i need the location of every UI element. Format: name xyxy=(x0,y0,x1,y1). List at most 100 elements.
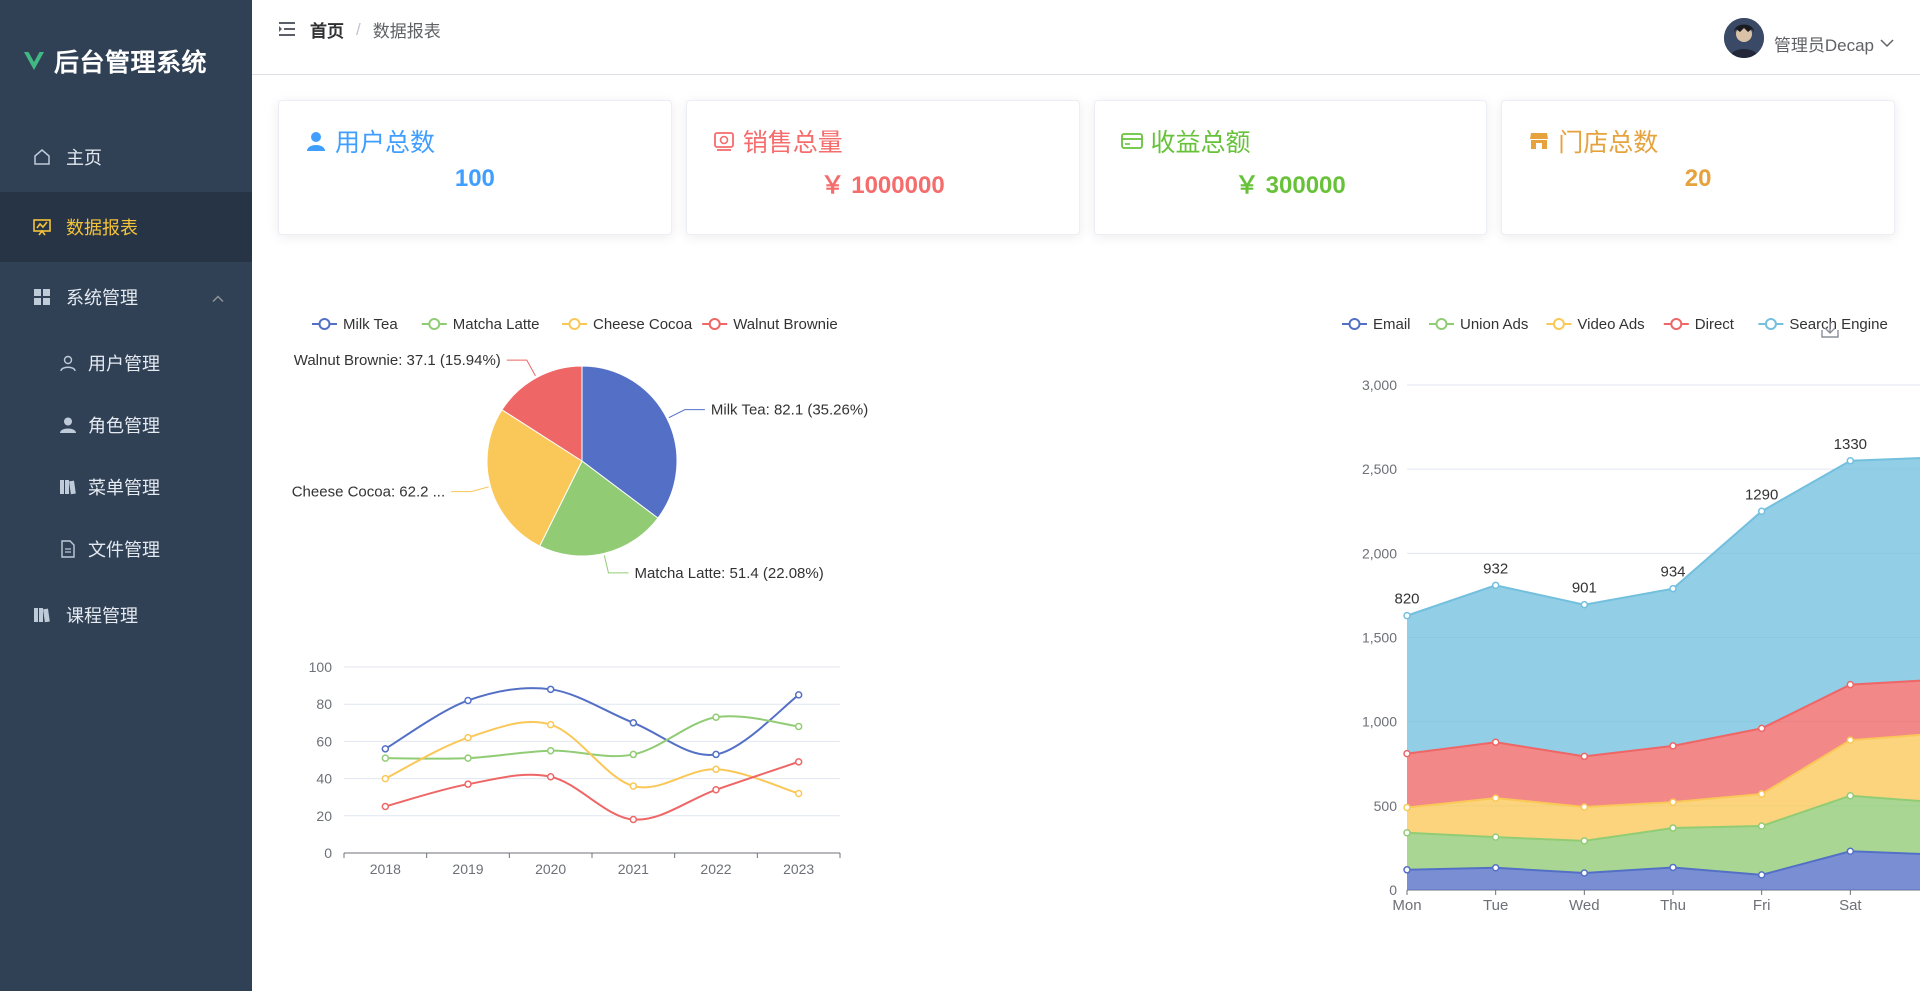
stat-card-value: 20 xyxy=(1684,165,1712,192)
sidebar-item-user-management[interactable]: 用户管理 xyxy=(0,332,252,394)
sidebar-item-menu-management[interactable]: 菜单管理 xyxy=(0,456,252,518)
data-point xyxy=(712,750,720,759)
y-tick-label: 40 xyxy=(316,771,332,787)
legend-item[interactable]: Walnut Brownie xyxy=(702,316,838,333)
shop-icon xyxy=(1528,130,1550,152)
stat-card-title: 销售总量 xyxy=(742,129,843,157)
data-point xyxy=(381,802,390,811)
area-fill xyxy=(1407,458,1920,757)
sidebar-item-label: 菜单管理 xyxy=(88,478,160,498)
area-fill xyxy=(1407,851,1920,890)
legend-item[interactable]: Search Engine xyxy=(1758,316,1888,333)
legend-item[interactable]: Milk Tea xyxy=(312,316,398,333)
x-tick-label: 2019 xyxy=(452,861,483,877)
pie-chart: Milk Tea Matcha Latte Cheese Cocoa Walnut B… xyxy=(292,316,868,582)
sidebar-item-system-management[interactable]: 系统管理 xyxy=(0,262,252,332)
data-point xyxy=(1491,794,1500,802)
y-tick-label: 500 xyxy=(1374,798,1398,814)
pie-label: Matcha Latte: 51.4 (22.08%) xyxy=(634,565,823,582)
home-icon xyxy=(32,147,52,167)
stacked-area-chart: Email Union Ads Video Ads Direct Search Engi… xyxy=(1342,316,1920,914)
stat-card-title: 门店总数 xyxy=(1558,129,1659,157)
data-point xyxy=(1580,837,1589,845)
data-point xyxy=(1403,749,1411,758)
legend-marker xyxy=(1552,318,1565,330)
legend-marker xyxy=(1670,318,1683,330)
sidebar: 后台管理系统 主页 数据报表 系统管理 xyxy=(0,0,252,991)
legend-marker xyxy=(708,318,721,330)
series-line xyxy=(384,687,800,756)
legend-label: Milk Tea xyxy=(343,316,398,333)
data-label: 932 xyxy=(1483,560,1508,577)
breadcrumb-home[interactable]: 首页 xyxy=(310,22,344,41)
sidebar-item-role-management[interactable]: 角色管理 xyxy=(0,394,252,456)
grid-icon xyxy=(32,287,52,307)
series-line xyxy=(385,760,799,821)
pie-label: Cheese Cocoa: 62.2 ... xyxy=(292,484,445,501)
sidebar-item-course-management[interactable]: 课程管理 xyxy=(0,580,252,650)
y-tick-label: 3,000 xyxy=(1362,377,1397,393)
legend-label: Cheese Cocoa xyxy=(593,316,693,333)
data-point xyxy=(1669,863,1677,872)
data-point xyxy=(1846,847,1855,856)
data-label: 1330 xyxy=(1834,436,1867,453)
app-logo[interactable]: 后台管理系统 xyxy=(0,0,252,122)
x-tick-label: 2018 xyxy=(370,861,401,877)
document-icon xyxy=(58,539,78,559)
x-tick-label: Fri xyxy=(1753,897,1771,914)
pie-label-line xyxy=(603,555,629,574)
wallet-icon xyxy=(1120,130,1143,152)
sidebar-item-file-management[interactable]: 文件管理 xyxy=(0,518,252,580)
avatar[interactable] xyxy=(1723,18,1764,58)
legend-item[interactable]: Matcha Latte xyxy=(421,316,540,333)
legend-marker xyxy=(568,318,581,330)
legend-item[interactable]: Cheese Cocoa xyxy=(562,316,693,333)
sidebar-item-label: 用户管理 xyxy=(88,354,160,374)
user-filled-icon xyxy=(58,415,78,435)
data-point xyxy=(1580,600,1589,609)
books-icon xyxy=(32,605,52,625)
data-point xyxy=(546,720,555,729)
legend-item[interactable]: Email xyxy=(1342,316,1411,333)
data-point xyxy=(1580,803,1589,811)
stat-card-value: ￥ 300000 xyxy=(1234,172,1346,199)
user-dropdown[interactable]: 管理员Decap xyxy=(1723,18,1894,58)
breadcrumb: 首页 / 数据报表 xyxy=(310,17,441,42)
data-label: 1290 xyxy=(1745,486,1778,503)
pie-label-line xyxy=(451,486,489,493)
legend-label: Search Engine xyxy=(1789,316,1887,333)
legend-marker xyxy=(428,318,441,330)
data-point xyxy=(629,750,638,759)
data-point xyxy=(546,746,555,755)
series-line xyxy=(385,715,799,760)
sidebar-item-data-report[interactable]: 数据报表 xyxy=(0,192,252,262)
legend-item[interactable]: Union Ads xyxy=(1429,316,1528,333)
fold-menu-icon[interactable] xyxy=(278,20,296,38)
legend-item[interactable]: Video Ads xyxy=(1546,316,1645,333)
data-point xyxy=(1669,584,1677,593)
data-point xyxy=(1403,803,1411,812)
stat-card-users: 用户总数 100 xyxy=(278,100,672,235)
money-icon xyxy=(713,130,735,152)
stat-card-revenue: 收益总额 ￥ 300000 xyxy=(1093,100,1488,235)
pie-label-line xyxy=(506,359,536,377)
download-icon[interactable] xyxy=(1821,322,1839,338)
legend-item[interactable]: Direct xyxy=(1663,316,1735,333)
data-point xyxy=(1403,829,1411,837)
pie-label-line xyxy=(668,409,705,419)
data-point xyxy=(1757,790,1766,798)
stat-card-title: 用户总数 xyxy=(335,129,436,157)
data-point xyxy=(712,713,720,721)
data-point xyxy=(381,754,390,762)
data-point xyxy=(1846,680,1855,689)
sidebar-item-label: 主页 xyxy=(66,148,102,168)
data-point xyxy=(1669,742,1677,750)
x-tick-label: Thu xyxy=(1660,897,1686,914)
pie-label: Milk Tea: 82.1 (35.26%) xyxy=(711,402,868,419)
sidebar-item-home[interactable]: 主页 xyxy=(0,122,252,192)
stat-card-title: 收益总额 xyxy=(1150,129,1251,157)
pie-slice xyxy=(501,365,583,462)
username: 管理员Decap xyxy=(1773,35,1874,55)
data-point xyxy=(794,722,803,731)
data-point xyxy=(546,772,555,781)
